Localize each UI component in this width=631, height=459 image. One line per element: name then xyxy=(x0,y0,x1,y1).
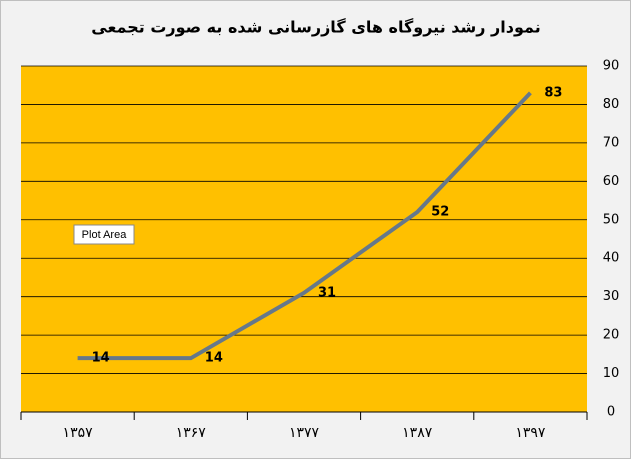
chart-title: نمودار رشد نیروگاه های گازرسانی شده به ص… xyxy=(91,18,540,37)
x-tick-label: ۱۳۶۷ xyxy=(176,425,207,441)
x-tick-label: ۱۳۹۷ xyxy=(515,425,546,441)
y-tick-label: 30 xyxy=(603,289,620,304)
y-tick-label: 0 xyxy=(607,405,615,420)
y-tick-label: 60 xyxy=(603,174,620,189)
data-line xyxy=(77,91,532,361)
x-tick-label: ۱۳۸۷ xyxy=(402,425,433,441)
x-tick-label: ۱۳۷۷ xyxy=(289,425,320,441)
tooltip-text: Plot Area xyxy=(82,229,128,241)
tooltip-box xyxy=(73,224,135,245)
data-label: 14 xyxy=(205,351,223,366)
data-label: 83 xyxy=(544,85,562,100)
y-tick-label: 50 xyxy=(603,212,620,227)
data-label: 14 xyxy=(92,351,110,366)
y-tick-label: 40 xyxy=(603,251,620,266)
y-tick-label: 10 xyxy=(603,366,620,381)
y-tick-label: 20 xyxy=(603,328,620,343)
data-label: 52 xyxy=(431,205,449,220)
y-tick-label: 90 xyxy=(603,59,620,74)
x-tick-label: ۱۳۵۷ xyxy=(63,425,94,441)
data-label: 31 xyxy=(318,285,336,300)
y-tick-label: 70 xyxy=(603,135,620,150)
y-tick-label: 80 xyxy=(603,97,620,112)
